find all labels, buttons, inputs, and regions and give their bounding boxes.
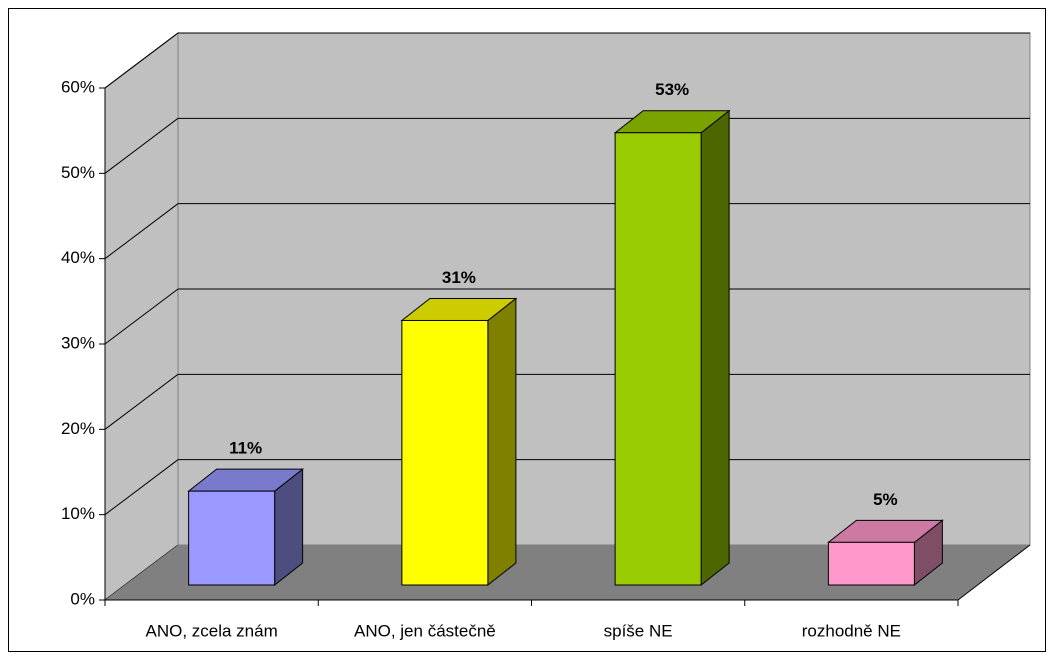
x-tick-label: spíše NE — [604, 621, 673, 640]
value-label: 11% — [229, 439, 262, 458]
y-tick-label: 40% — [61, 248, 95, 267]
grid-line — [104, 203, 179, 260]
bar — [827, 541, 915, 586]
grid-line — [104, 459, 179, 516]
x-tick-label: rozhodně NE — [802, 621, 901, 640]
value-label: 53% — [655, 80, 689, 99]
bar — [401, 319, 489, 586]
y-tick-label: 60% — [61, 77, 95, 96]
grid-line — [104, 32, 179, 89]
value-label: 31% — [442, 268, 476, 287]
y-tick-label: 10% — [61, 504, 95, 523]
floor — [105, 545, 1030, 600]
floor-edge — [957, 544, 1031, 601]
y-tick-label: 30% — [61, 333, 95, 352]
y-tick-label: 0% — [70, 589, 95, 608]
value-label: 5% — [873, 490, 898, 509]
bar — [188, 490, 276, 586]
grid-line — [104, 117, 179, 174]
y-tick-label: 20% — [61, 419, 95, 438]
grid-line — [104, 288, 179, 345]
x-tick-label: ANO, jen částečně — [354, 621, 496, 640]
bar — [614, 132, 702, 586]
y-tick-label: 50% — [61, 163, 95, 182]
bar-side — [700, 109, 730, 587]
grid-line — [104, 373, 179, 430]
bar-side — [487, 297, 517, 587]
x-tick-label: ANO, zcela znám — [145, 621, 277, 640]
